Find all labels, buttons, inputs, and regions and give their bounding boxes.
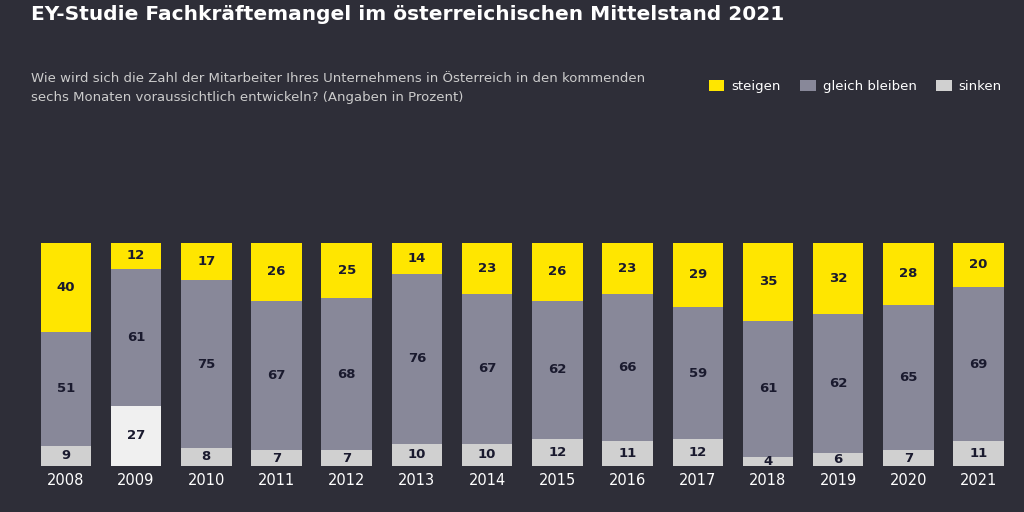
- Bar: [602, 243, 653, 294]
- Bar: [111, 243, 162, 269]
- Bar: [322, 243, 372, 298]
- Bar: [41, 446, 91, 466]
- Text: 75: 75: [198, 358, 215, 371]
- Text: 23: 23: [478, 262, 497, 275]
- Bar: [181, 281, 231, 448]
- Text: 76: 76: [408, 352, 426, 365]
- Bar: [883, 450, 934, 466]
- Text: 23: 23: [618, 262, 637, 275]
- Text: Wie wird sich die Zahl der Mitarbeiter Ihres Unternehmens in Österreich in den k: Wie wird sich die Zahl der Mitarbeiter I…: [31, 72, 645, 103]
- Bar: [462, 294, 512, 443]
- Text: EY-Studie Fachkräftemangel im österreichischen Mittelstand 2021: EY-Studie Fachkräftemangel im österreich…: [31, 5, 784, 24]
- Bar: [813, 314, 863, 453]
- Text: 68: 68: [338, 368, 356, 381]
- Text: 11: 11: [970, 447, 988, 460]
- Bar: [111, 406, 162, 466]
- Bar: [883, 243, 934, 305]
- Bar: [742, 457, 794, 466]
- Bar: [673, 243, 723, 307]
- Bar: [532, 301, 583, 439]
- Text: 7: 7: [272, 452, 281, 464]
- Text: 32: 32: [829, 272, 848, 285]
- Bar: [391, 243, 442, 274]
- Bar: [251, 450, 302, 466]
- Text: 40: 40: [56, 281, 75, 294]
- Text: 6: 6: [834, 453, 843, 466]
- Bar: [532, 439, 583, 466]
- Bar: [391, 274, 442, 443]
- Bar: [953, 441, 1004, 466]
- Bar: [532, 243, 583, 301]
- Bar: [322, 298, 372, 450]
- Text: 26: 26: [267, 265, 286, 278]
- Bar: [742, 243, 794, 321]
- Bar: [251, 243, 302, 301]
- Text: 12: 12: [689, 446, 707, 459]
- Bar: [673, 439, 723, 466]
- Text: 67: 67: [267, 369, 286, 382]
- Text: 67: 67: [478, 362, 497, 375]
- Text: 4: 4: [763, 455, 773, 468]
- Text: 65: 65: [899, 371, 918, 384]
- Bar: [322, 450, 372, 466]
- Text: 7: 7: [342, 452, 351, 464]
- Bar: [462, 443, 512, 466]
- Text: 51: 51: [56, 382, 75, 395]
- Bar: [111, 269, 162, 406]
- Bar: [813, 453, 863, 466]
- Text: 25: 25: [338, 264, 355, 277]
- Text: 9: 9: [61, 450, 71, 462]
- Bar: [602, 294, 653, 441]
- Bar: [953, 243, 1004, 287]
- Text: 20: 20: [970, 259, 988, 271]
- Bar: [391, 443, 442, 466]
- Text: 10: 10: [408, 448, 426, 461]
- Bar: [602, 441, 653, 466]
- Text: 12: 12: [127, 249, 145, 263]
- Text: 62: 62: [829, 377, 848, 390]
- Text: 69: 69: [970, 358, 988, 371]
- Bar: [181, 243, 231, 281]
- Text: 7: 7: [904, 452, 913, 464]
- Text: 35: 35: [759, 275, 777, 288]
- Bar: [742, 321, 794, 457]
- Text: 11: 11: [618, 447, 637, 460]
- Text: 28: 28: [899, 267, 918, 280]
- Bar: [673, 307, 723, 439]
- Bar: [251, 301, 302, 450]
- Text: 17: 17: [198, 255, 215, 268]
- Text: 10: 10: [478, 448, 497, 461]
- Bar: [41, 243, 91, 332]
- Text: 61: 61: [759, 382, 777, 395]
- Text: 62: 62: [548, 364, 566, 376]
- Text: 8: 8: [202, 451, 211, 463]
- Bar: [953, 287, 1004, 441]
- Text: 61: 61: [127, 331, 145, 344]
- Text: 12: 12: [548, 446, 566, 459]
- Text: 59: 59: [689, 367, 707, 380]
- Text: 14: 14: [408, 251, 426, 265]
- Text: 27: 27: [127, 429, 145, 442]
- Text: 66: 66: [618, 361, 637, 374]
- Text: 26: 26: [548, 265, 566, 278]
- Bar: [181, 448, 231, 466]
- Bar: [883, 305, 934, 450]
- Bar: [41, 332, 91, 446]
- Bar: [462, 243, 512, 294]
- Legend: steigen, gleich bleiben, sinken: steigen, gleich bleiben, sinken: [703, 74, 1008, 98]
- Bar: [813, 243, 863, 314]
- Text: 29: 29: [689, 268, 707, 282]
